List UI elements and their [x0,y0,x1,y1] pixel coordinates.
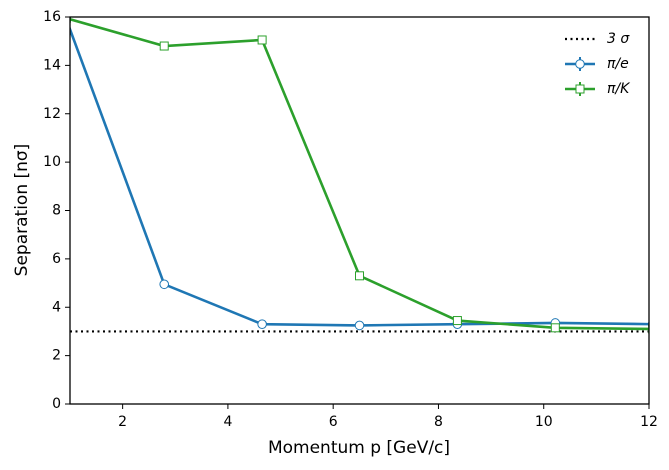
marker [354,320,365,331]
marker [575,84,585,94]
y-axis-label: Separation [nσ] [12,144,32,277]
marker [647,321,649,328]
x-tick-label: 8 [434,414,443,430]
marker [257,319,267,329]
marker [355,271,364,281]
y-tick-label: 4 [52,299,61,315]
x-axis-label: Momentum p [GeV/c] [268,438,450,458]
marker [550,323,560,333]
y-tick-label: 10 [43,154,61,170]
marker [70,17,72,23]
marker [648,324,649,334]
x-tick-label: 6 [329,414,338,430]
legend-label: π/e [607,56,629,72]
legend-label: π/K [607,81,631,97]
marker [159,41,169,51]
marker [159,279,170,290]
series-line [70,17,649,331]
marker [452,316,462,326]
y-tick-label: 6 [52,251,61,267]
y-tick-label: 16 [43,9,61,25]
plot-frame [69,16,650,405]
marker [70,17,71,23]
x-tick-label: 4 [223,414,232,430]
x-tick-label: 12 [640,414,658,430]
y-tick-label: 2 [52,348,61,364]
legend-label: 3 σ [607,31,630,47]
x-tick-label: 10 [535,414,553,430]
marker [575,59,585,69]
x-tick-label: 2 [118,414,127,430]
y-tick-label: 0 [52,396,61,412]
marker [257,35,267,45]
y-tick-label: 14 [43,57,61,73]
y-tick-label: 12 [43,106,61,122]
y-tick-label: 8 [52,203,61,219]
plot-area [70,17,649,334]
